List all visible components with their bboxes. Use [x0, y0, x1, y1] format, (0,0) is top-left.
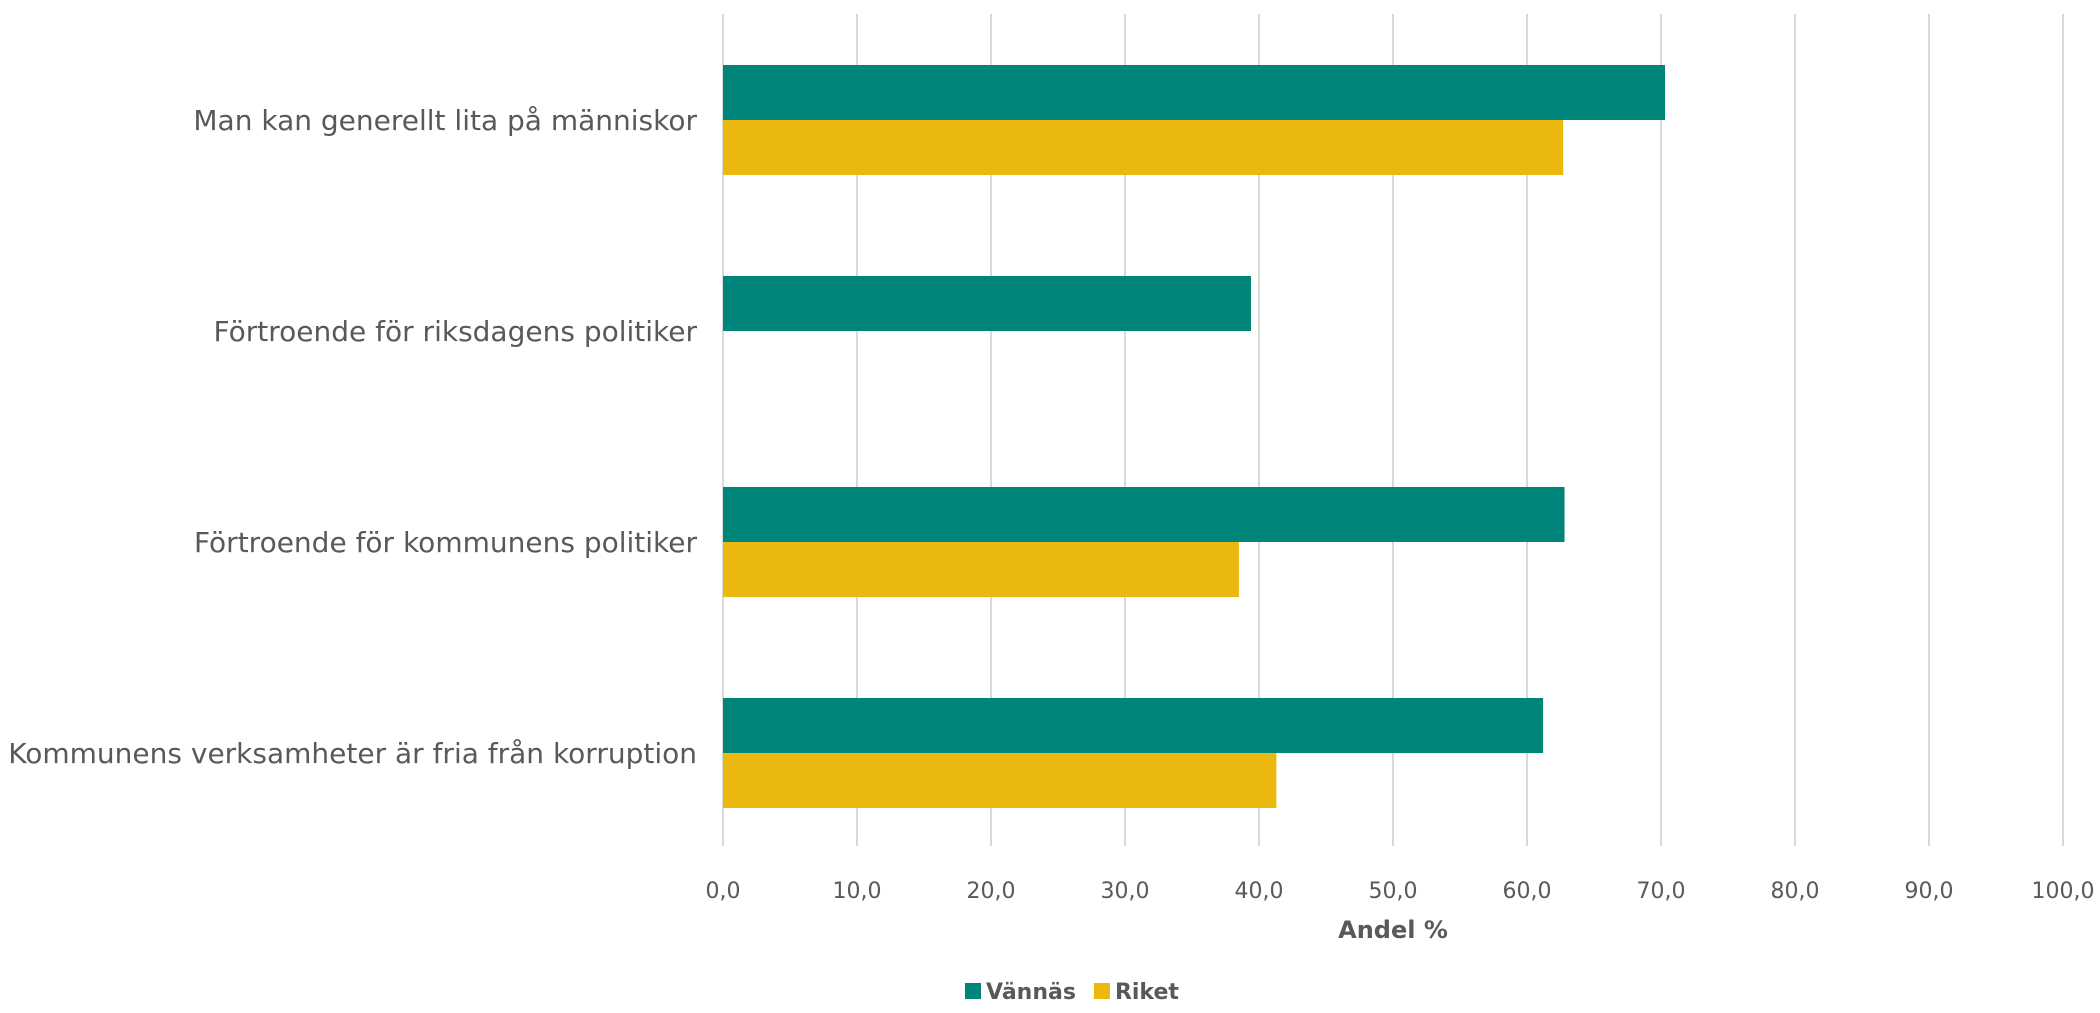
bar-vännäs-0: [723, 65, 1666, 120]
x-tick-label: 10,0: [833, 879, 882, 904]
bar-vännäs-3: [723, 698, 1544, 753]
legend-swatch-riket: [1093, 983, 1110, 999]
bar-vännäs-2: [723, 487, 1565, 542]
legend: Vännäs Riket: [965, 980, 1179, 1005]
category-label: Förtroende för riksdagens politiker: [214, 315, 698, 348]
category-label: Kommunens verksamheter är fria från korr…: [8, 737, 697, 770]
bar-riket-3: [723, 753, 1277, 808]
legend-label-riket: Riket: [1115, 980, 1179, 1005]
bar-riket-2: [723, 542, 1239, 597]
x-tick-label: 20,0: [967, 879, 1016, 904]
category-labels: Man kan generellt lita på människor Förtr…: [8, 104, 697, 770]
legend-label-vännäs: Vännäs: [986, 980, 1076, 1005]
x-tick-label: 60,0: [1503, 879, 1552, 904]
x-tick-label: 90,0: [1905, 879, 1954, 904]
x-tick-label: 40,0: [1235, 879, 1284, 904]
category-label: Man kan generellt lita på människor: [193, 104, 697, 137]
x-axis-title: Andel %: [1338, 916, 1448, 944]
legend-swatch-vännäs: [965, 983, 981, 999]
x-tick-label: 100,0: [2032, 879, 2095, 904]
x-tick-label: 50,0: [1369, 879, 1418, 904]
bars: [723, 65, 1666, 808]
bar-vännäs-1: [723, 276, 1251, 331]
x-tick-label: 0,0: [706, 879, 741, 904]
category-label: Förtroende för kommunens politiker: [194, 526, 698, 559]
bar-riket-0: [723, 120, 1564, 175]
x-tick-labels: 0,0 10,0 20,0 30,0 40,0 50,0 60,0 70,0 80,0 90,0 1…: [706, 879, 2095, 904]
x-tick-label: 70,0: [1637, 879, 1686, 904]
x-tick-label: 80,0: [1771, 879, 1820, 904]
x-tick-label: 30,0: [1101, 879, 1150, 904]
